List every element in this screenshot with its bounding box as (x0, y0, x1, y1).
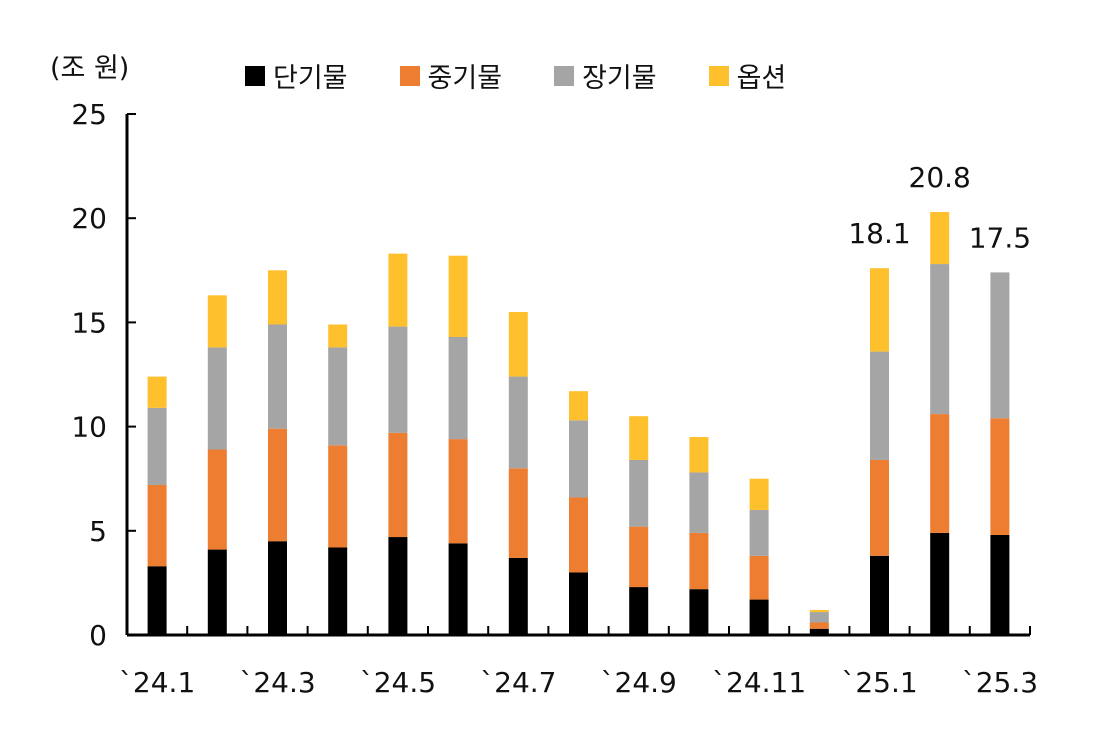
x-tick-label: `24.3 (239, 666, 315, 699)
x-tick-label: `24.9 (601, 666, 677, 699)
bar-segment (147, 407, 167, 485)
bar-segment (809, 622, 829, 629)
bar-segment (268, 324, 287, 429)
bar-segment (930, 532, 950, 635)
legend-label-option: 옵션 (736, 63, 787, 94)
bar-segment (569, 572, 588, 635)
x-tick-label: `25.3 (962, 666, 1038, 699)
bar-segment (207, 295, 227, 348)
bar-segment (990, 418, 1010, 535)
bar-segment (689, 532, 709, 590)
bar-segment (749, 509, 769, 556)
bar-segment (268, 428, 287, 542)
bar-segment (569, 497, 588, 573)
bar-segment (809, 612, 829, 623)
bar-segment (328, 547, 348, 635)
bar-segment (328, 324, 348, 348)
bar-segment (689, 472, 709, 533)
bar-segment (448, 336, 468, 440)
bar-segment (629, 416, 649, 460)
bar-segment (809, 609, 829, 613)
bar-segment (870, 459, 889, 556)
bar-segment (689, 437, 709, 473)
bar-segment (508, 468, 528, 558)
bar-segment (990, 534, 1010, 635)
x-tick-label: `25.1 (841, 666, 917, 699)
bar-segment (809, 628, 829, 635)
legend-item-option: 옵션 (708, 56, 787, 95)
bar-segment (207, 549, 227, 635)
legend-item-mid: 중기물 (399, 56, 503, 95)
bar-segment (569, 420, 588, 498)
legend-label-long: 장기물 (582, 63, 657, 94)
data-label: 20.8 (909, 161, 971, 194)
x-tick-label: `24.11 (712, 666, 806, 699)
bar-segment (147, 484, 167, 567)
bar-segment (147, 566, 167, 635)
legend-item-short: 단기물 (245, 56, 348, 95)
bar-segment (508, 557, 528, 635)
legend-swatch-option (708, 65, 729, 86)
legend-item-long: 장기물 (554, 56, 657, 95)
y-tick-label: 25 (71, 98, 107, 131)
bar-segment (147, 376, 167, 408)
x-tick-label: `24.1 (119, 666, 195, 699)
bar-segment (629, 526, 649, 588)
legend-label-mid: 중기물 (427, 63, 503, 94)
legend-swatch-long (554, 65, 575, 86)
bar-segment (448, 543, 468, 635)
bar-segment (870, 555, 889, 635)
y-tick-label: 0 (89, 619, 107, 652)
bar-segment (569, 391, 588, 421)
bar-segment (749, 555, 769, 600)
bar-segment (328, 445, 348, 548)
unit-label: (조 원) (50, 53, 130, 84)
bar-segment (268, 270, 287, 325)
bar-segment (508, 376, 528, 469)
bar-segment (448, 439, 468, 544)
bar-segment (207, 449, 227, 550)
bar-segment (870, 268, 889, 352)
bar-segment (448, 255, 468, 337)
bar-segment (629, 459, 649, 527)
bar-segment (508, 311, 528, 377)
bar-segment (870, 351, 889, 460)
bar-segment (207, 347, 227, 450)
data-label: 18.1 (848, 217, 910, 250)
y-tick-label: 20 (71, 202, 107, 235)
bar-segment (328, 347, 348, 446)
data-label: 17.5 (969, 221, 1031, 254)
y-tick-label: 10 (71, 411, 107, 444)
legend-swatch-short (245, 65, 265, 86)
bar-segment (749, 478, 769, 510)
legend: 단기물 중기물 장기물 옵션 (245, 56, 786, 95)
bar-segment (930, 211, 950, 265)
bar-segment (990, 272, 1010, 419)
legend-swatch-mid (399, 65, 420, 86)
y-tick-label: 5 (89, 515, 107, 548)
x-tick-label: `24.5 (360, 666, 436, 699)
bar-segment (930, 264, 950, 415)
bar-segment (629, 587, 649, 635)
bar-segment (930, 414, 950, 533)
bar-segment (689, 589, 709, 635)
bar-segment (388, 537, 408, 635)
bar-segment (268, 541, 287, 635)
bar-segment (388, 253, 408, 327)
x-tick-label: `24.7 (480, 666, 556, 699)
bar-segment (749, 599, 769, 635)
y-tick-label: 15 (71, 306, 107, 339)
bar-segment (388, 326, 408, 433)
legend-label-short: 단기물 (273, 63, 348, 94)
bar-segment (388, 432, 408, 538)
